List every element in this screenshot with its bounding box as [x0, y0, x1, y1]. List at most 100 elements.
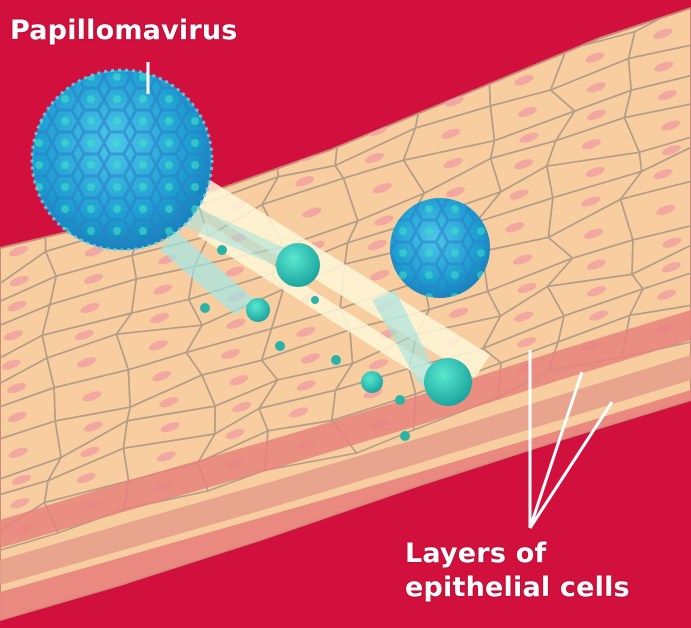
cell-nucleus	[585, 166, 605, 177]
cell-nucleus	[509, 189, 529, 200]
cell-nucleus	[225, 266, 245, 277]
cell-nucleus	[586, 82, 606, 93]
cell-nucleus	[302, 207, 322, 218]
cell-nucleus	[76, 357, 96, 368]
cell-nucleus	[445, 187, 465, 198]
cell-nucleus	[220, 349, 240, 360]
infection-pathway	[160, 180, 490, 402]
epithelial-cell	[628, 268, 691, 317]
cell-nucleus	[160, 422, 180, 433]
papillomavirus-label: Papillomavirus	[10, 15, 238, 46]
cell-nucleus	[148, 340, 168, 351]
cell-nucleus	[10, 498, 30, 509]
cell-nucleus	[657, 90, 677, 101]
cell-nucleus	[585, 52, 605, 63]
cell-nucleus	[661, 120, 681, 131]
cell-nucleus	[226, 318, 246, 329]
cell-nucleus	[519, 132, 539, 143]
epithelial-cell	[623, 71, 691, 119]
cell-nucleus	[586, 109, 606, 120]
cell-nucleus	[1, 359, 21, 370]
viral-particles	[200, 243, 472, 441]
cell-nucleus	[83, 421, 103, 432]
cell-nucleus	[514, 311, 534, 322]
cell-nucleus	[444, 96, 464, 107]
cell-nucleus	[513, 254, 533, 265]
cell-nucleus	[505, 222, 525, 233]
cell-nucleus	[82, 391, 102, 402]
cell-nucleus	[232, 402, 252, 413]
layers-label-line-1: Layers of	[405, 538, 547, 569]
cell-nucleus	[582, 139, 602, 150]
cell-nucleus	[518, 106, 538, 117]
cell-nucleus	[152, 371, 172, 382]
cell-nucleus	[369, 359, 389, 370]
particle-large-2	[424, 358, 472, 406]
cell-nucleus	[3, 330, 23, 341]
cell-nucleus	[372, 183, 392, 194]
basal-layers	[0, 310, 691, 620]
cell-nucleus	[370, 270, 390, 281]
cell-nucleus	[80, 446, 100, 457]
cell-nucleus	[289, 407, 309, 418]
cell-nucleus	[517, 337, 537, 348]
cell-nucleus	[514, 75, 534, 86]
cell-nucleus	[295, 176, 315, 187]
cell-nucleus	[80, 302, 100, 314]
epithelial-cell	[618, 144, 691, 201]
cell-nucleus	[74, 330, 94, 341]
layers-leader-lines	[528, 350, 614, 529]
cell-nucleus	[296, 380, 316, 391]
cell-nucleus	[150, 312, 170, 324]
epithelial-cell	[631, 219, 691, 276]
cell-nucleus	[654, 61, 674, 72]
cell-nucleus	[84, 246, 104, 257]
cell-nucleus	[443, 158, 463, 169]
epithelial-cell	[619, 179, 691, 241]
cell-nucleus	[653, 28, 673, 39]
cell-nucleus	[661, 262, 681, 273]
cell-nucleus	[7, 382, 27, 394]
cell-nucleus	[662, 237, 682, 248]
cell-nucleus	[11, 474, 31, 485]
particle-med-1	[246, 298, 270, 322]
layers-label-line-2: epithelial cells	[405, 572, 630, 603]
cell-nucleus	[581, 196, 601, 207]
cell-nucleus	[517, 282, 537, 294]
cell-nucleus	[156, 451, 176, 462]
cell-nucleus	[7, 411, 27, 423]
epithelial-cell	[638, 130, 691, 173]
cell-nucleus	[586, 259, 606, 270]
cell-nucleus	[225, 428, 245, 440]
cell-nucleus	[441, 128, 461, 139]
cell-nucleus	[153, 284, 173, 295]
epithelial-cell	[627, 44, 691, 92]
epithelial-cell	[630, 234, 691, 290]
epithelial-cell	[623, 99, 691, 154]
cell-nucleus	[513, 159, 533, 170]
cell-nucleus	[661, 145, 681, 156]
cell-nucleus	[76, 473, 96, 484]
cell-nucleus	[653, 168, 673, 180]
particle-large-1	[276, 243, 320, 287]
virion-small-icon	[390, 198, 490, 298]
cell-nucleus	[9, 275, 29, 287]
cell-nucleus	[8, 246, 28, 257]
cell-nucleus	[589, 310, 609, 321]
epithelial-layers-label: Layers of epithelial cells	[405, 537, 630, 605]
particle-med-2	[361, 371, 383, 393]
cell-nucleus	[296, 326, 316, 337]
papillomavirus-icon	[30, 68, 214, 252]
cell-nucleus	[449, 307, 469, 318]
cell-nucleus	[587, 286, 607, 297]
cell-nucleus	[364, 152, 384, 164]
cell-nucleus	[8, 447, 28, 458]
cell-nucleus	[7, 301, 27, 312]
cell-nucleus	[300, 353, 320, 364]
cell-nucleus	[84, 273, 104, 284]
cell-nucleus	[229, 375, 249, 386]
cell-nucleus	[374, 215, 394, 226]
cell-nucleus	[656, 204, 676, 216]
